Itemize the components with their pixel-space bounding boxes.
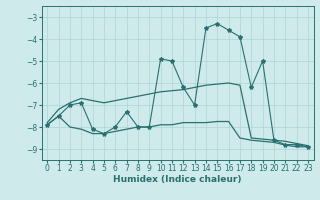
X-axis label: Humidex (Indice chaleur): Humidex (Indice chaleur) (113, 175, 242, 184)
